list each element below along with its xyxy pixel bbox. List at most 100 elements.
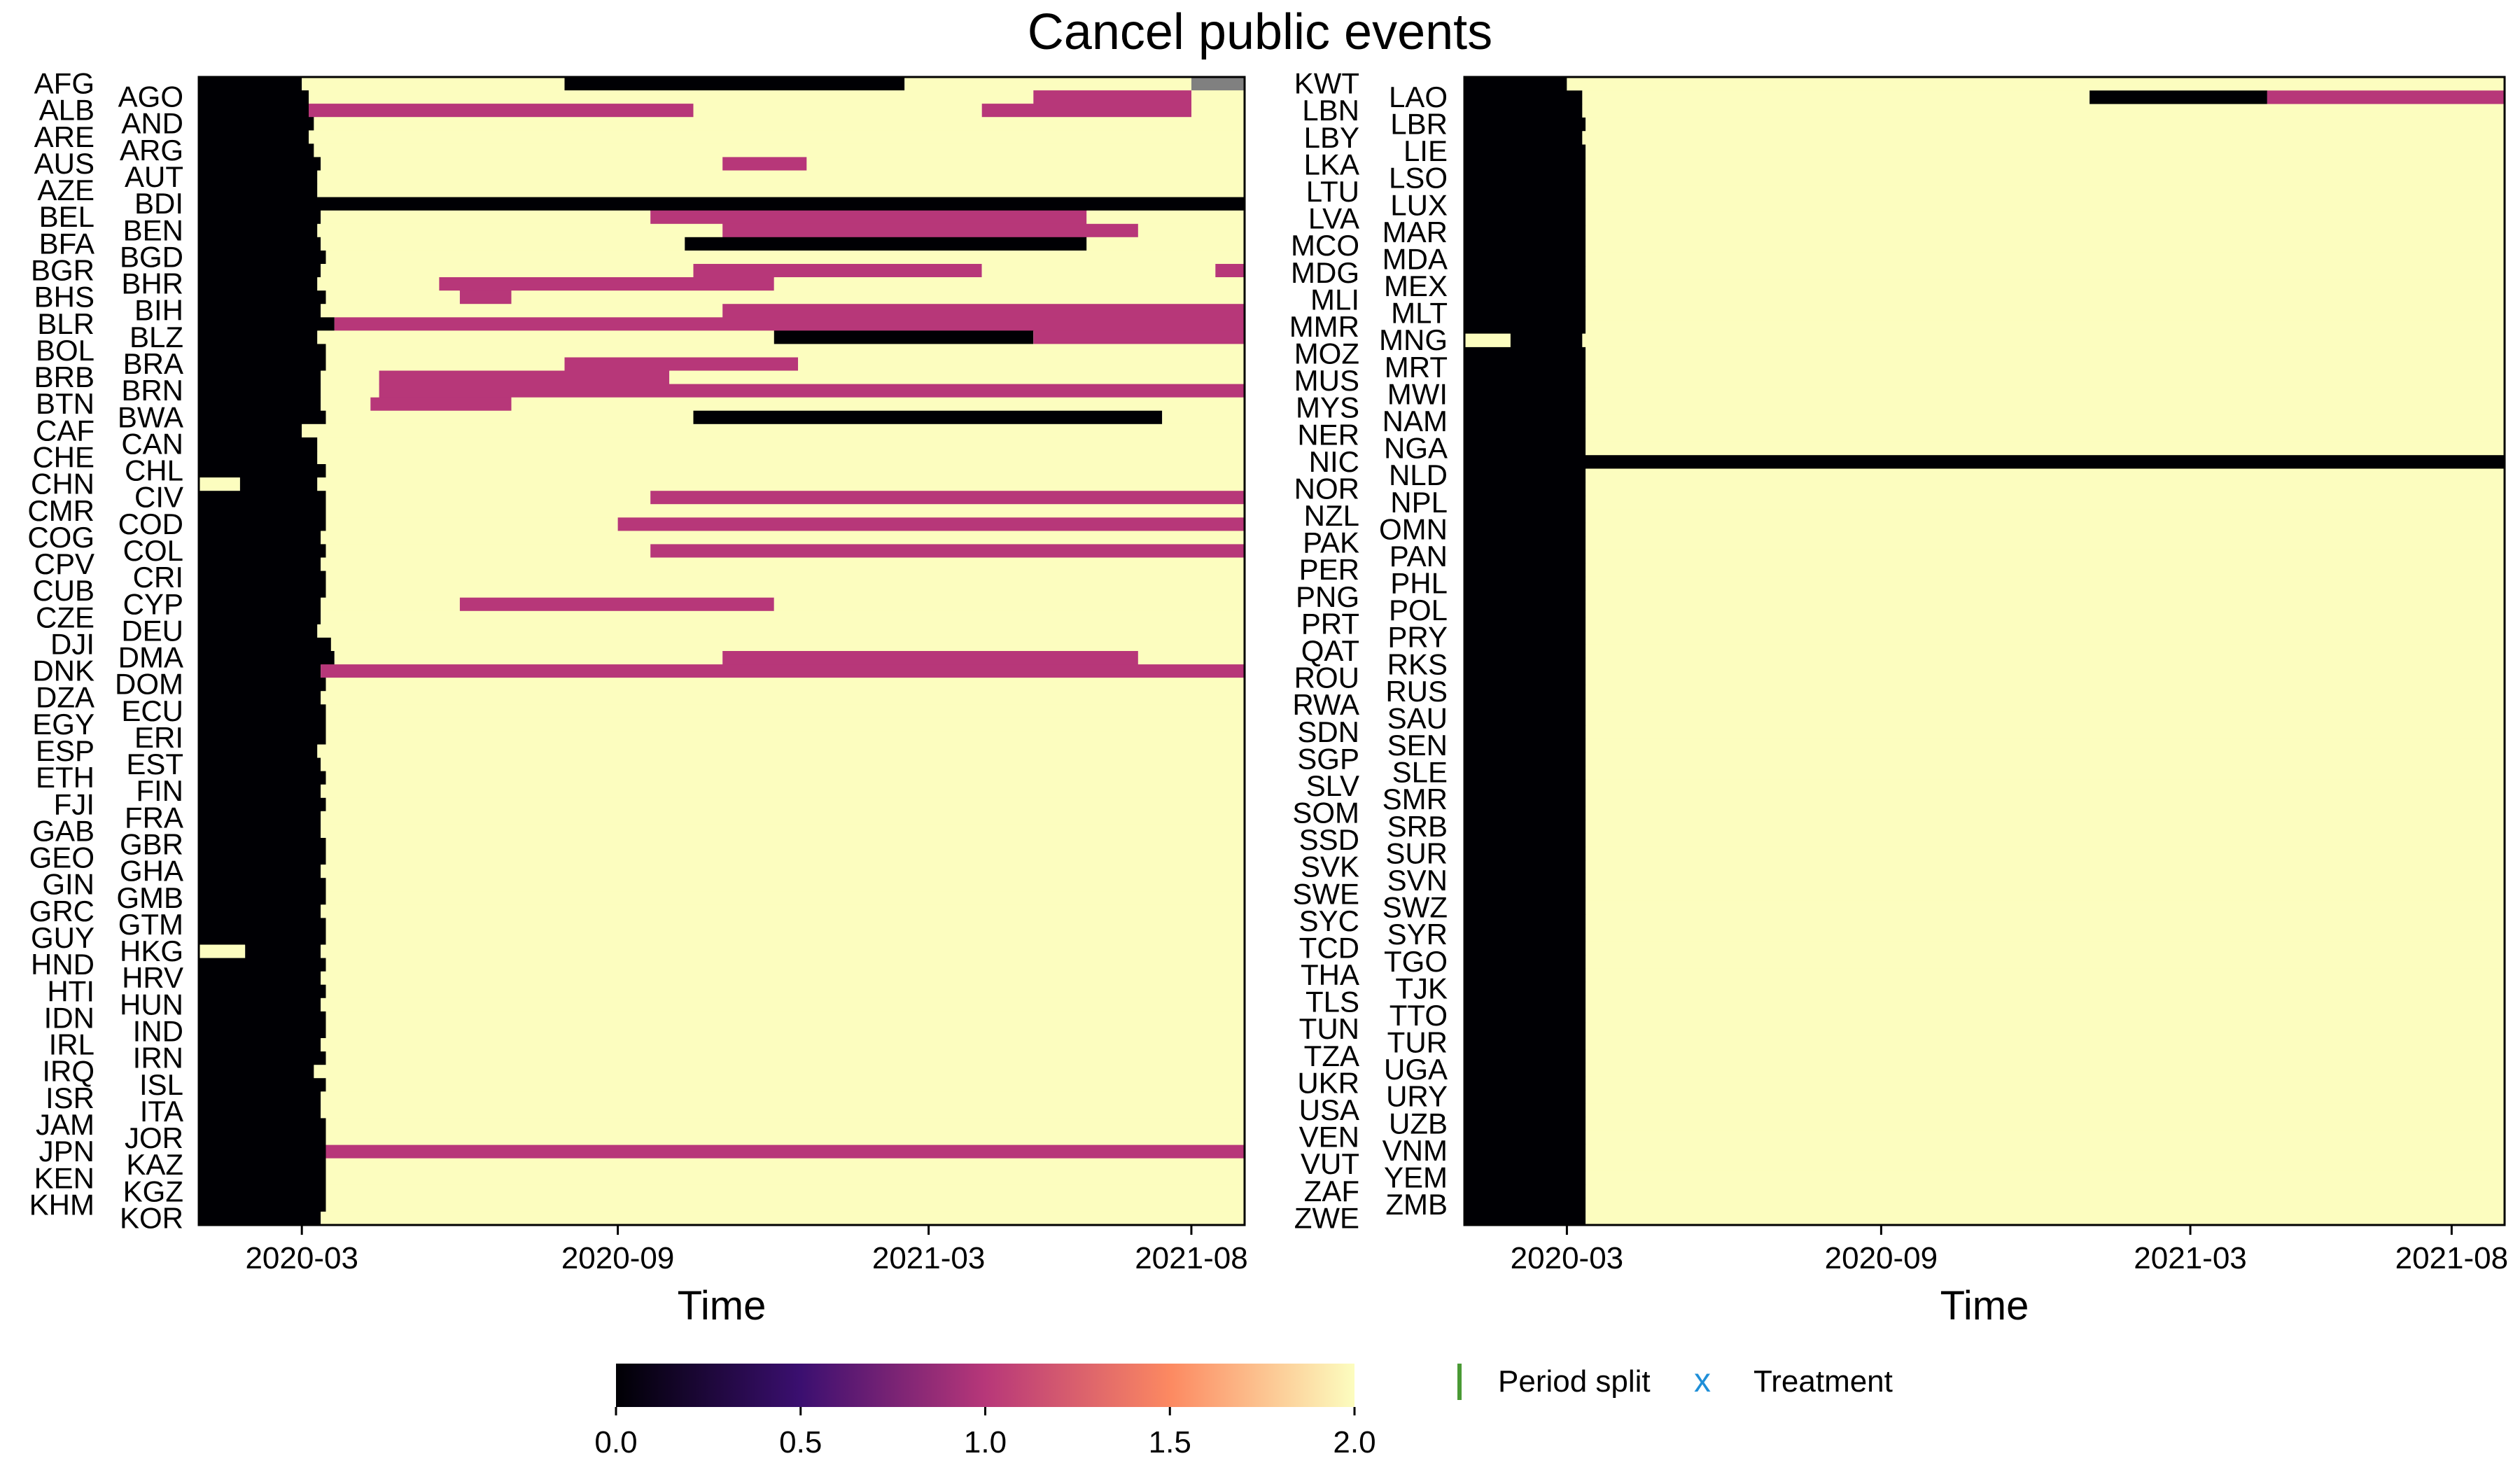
country-label: BDI <box>134 187 183 220</box>
heatmap-cell <box>199 237 321 251</box>
heatmap-cell <box>1586 1022 2505 1037</box>
heatmap-cell <box>199 704 326 718</box>
heatmap-cell <box>1464 1157 1586 1172</box>
heatmap-row <box>199 584 1245 598</box>
heatmap-cell <box>1586 360 2505 375</box>
heatmap-row <box>1464 1090 2505 1104</box>
country-label: CZE <box>36 601 94 634</box>
country-label: SSD <box>1299 823 1359 856</box>
country-label: BOL <box>36 334 94 367</box>
heatmap-cell <box>650 491 1245 505</box>
heatmap-cell <box>1464 279 1586 294</box>
heatmap-cell <box>199 958 326 972</box>
heatmap-cell <box>1464 1090 1586 1104</box>
heatmap-cell <box>1033 330 1245 344</box>
heatmap-cell <box>199 344 326 358</box>
heatmap-cell <box>199 584 326 598</box>
heatmap-cell <box>1464 1184 1586 1198</box>
country-label: AUT <box>125 160 183 193</box>
heatmap-row <box>199 757 1245 772</box>
country-label: ERI <box>134 721 183 754</box>
heatmap-row <box>199 851 1245 865</box>
country-label: GEO <box>29 841 94 874</box>
heatmap-row <box>199 304 1245 318</box>
country-label: TTO <box>1390 999 1448 1032</box>
heatmap-cell <box>1586 860 2505 874</box>
heatmap-cell <box>1464 644 1586 659</box>
heatmap-row <box>199 1091 1245 1105</box>
heatmap-cell <box>2267 90 2505 105</box>
heatmap-cell <box>321 384 379 398</box>
heatmap-row <box>1464 374 2505 388</box>
heatmap-cell <box>1464 1035 1586 1050</box>
heatmap-cell <box>199 731 326 746</box>
country-label: CIV <box>134 481 183 514</box>
heatmap-cell <box>199 678 326 692</box>
heatmap-cell <box>511 290 1245 304</box>
country-label: LBR <box>1390 108 1448 141</box>
heatmap-row <box>199 117 1245 131</box>
country-label: ROU <box>1294 662 1359 694</box>
heatmap-cell <box>326 344 1245 358</box>
heatmap-cell <box>199 517 326 531</box>
heatmap-row <box>1464 1211 2505 1226</box>
heatmap-cell <box>317 451 1245 465</box>
chart-title: Cancel public events <box>1028 4 1492 60</box>
heatmap-cell <box>1464 725 1586 739</box>
heatmap-cell <box>1586 1198 2505 1212</box>
heatmap-cell <box>245 944 321 959</box>
heatmap-row <box>199 878 1245 892</box>
heatmap-cell <box>321 531 1245 545</box>
heatmap-cell <box>1586 671 2505 685</box>
country-label: IRN <box>133 1042 183 1074</box>
country-label: BFA <box>39 227 94 260</box>
heatmap-cell <box>1464 631 1586 645</box>
heatmap-cell <box>1586 346 2505 361</box>
heatmap-cell <box>1586 738 2505 753</box>
country-label: GBR <box>120 828 183 861</box>
country-label: LAO <box>1389 80 1448 113</box>
heatmap-row <box>1464 346 2505 361</box>
heatmap-cell <box>199 1131 326 1146</box>
heatmap-row <box>1464 1063 2505 1077</box>
heatmap-cell <box>1464 968 1586 983</box>
heatmap-cell <box>1464 590 1586 605</box>
heatmap-row <box>1464 468 2505 483</box>
heatmap-cell <box>199 1025 326 1039</box>
heatmap-cell <box>314 1065 1245 1079</box>
heatmap-cell <box>1586 144 2505 159</box>
heatmap-cell <box>1138 223 1245 238</box>
heatmap-cell <box>330 637 1245 652</box>
heatmap-cell <box>685 237 1087 251</box>
heatmap-cell <box>314 117 1245 131</box>
heatmap-cell <box>1586 846 2505 861</box>
country-label: EST <box>126 748 183 780</box>
heatmap-cell <box>199 290 326 304</box>
heatmap-cell <box>317 624 1245 638</box>
heatmap-row <box>199 624 1245 638</box>
heatmap-row <box>199 410 1245 425</box>
heatmap-cell <box>1464 1130 1586 1144</box>
heatmap-cell <box>326 878 1245 892</box>
x-axis-title: Time <box>1940 1283 2029 1329</box>
heatmap-cell <box>1586 252 2505 267</box>
country-label: UGA <box>1384 1053 1448 1086</box>
heatmap-cell <box>1586 1103 2505 1118</box>
heatmap-cell <box>1586 631 2505 645</box>
heatmap-cell <box>1586 617 2505 631</box>
heatmap-cell <box>326 797 1245 812</box>
heatmap-cell <box>1586 239 2505 253</box>
heatmap-cell <box>564 77 905 91</box>
heatmap-cell <box>1586 279 2505 294</box>
country-label: HKG <box>120 934 183 967</box>
x-axis-title: Time <box>678 1283 766 1329</box>
heatmap-row <box>199 357 1245 372</box>
country-label: PHL <box>1390 567 1448 600</box>
heatmap-cell <box>1586 428 2505 442</box>
country-label: CMR <box>27 494 94 527</box>
heatmap-row <box>199 90 1245 104</box>
country-label: DNK <box>32 654 94 687</box>
heatmap-cell <box>321 811 1245 825</box>
heatmap-cell <box>1464 820 1586 834</box>
